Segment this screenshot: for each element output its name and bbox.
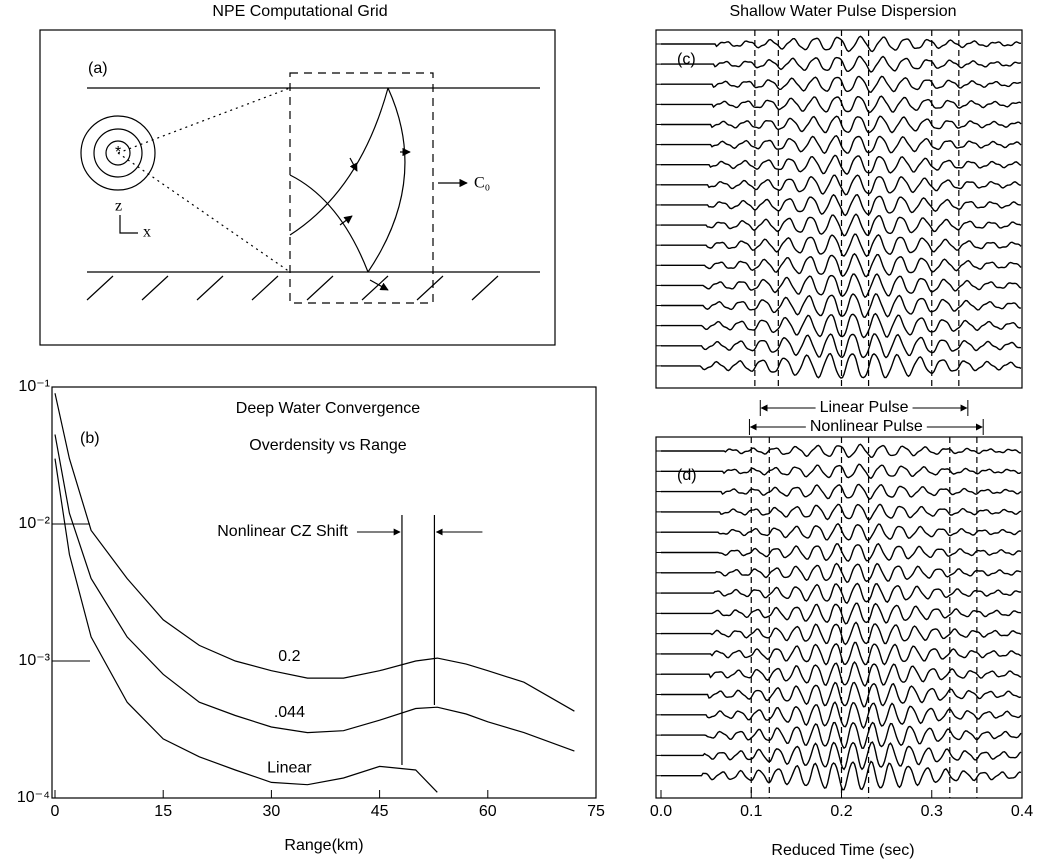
arrow (369, 279, 389, 291)
x-tick-label: 0.2 (830, 803, 852, 820)
y-tick-label: 10⁻¹ (18, 378, 50, 395)
waveform (661, 35, 1022, 53)
arrow (349, 157, 358, 172)
x-tick-label: 0 (51, 803, 60, 820)
chart-title: Shallow Water Pulse Dispersion (729, 3, 956, 20)
source-star: * (115, 144, 121, 161)
panel-label: (a) (88, 60, 108, 77)
grid-window (289, 72, 434, 304)
waveform (661, 443, 1021, 459)
ray (289, 174, 369, 273)
seabed-hatch (86, 275, 499, 301)
wave-speed-label: C₀ (474, 175, 490, 192)
pulse-label: Linear Pulse (820, 399, 909, 416)
x-label: x (143, 224, 151, 241)
x-tick-label: 0.4 (1011, 803, 1033, 820)
y-tick-label: 10⁻³ (18, 652, 50, 669)
waveform (661, 701, 1022, 730)
panel-label: (d) (677, 467, 697, 484)
source-ring (80, 115, 156, 191)
waveform (661, 352, 1022, 379)
x-tick-label: 60 (479, 803, 497, 820)
waveform (661, 193, 1022, 217)
x-tick-label: 0.1 (740, 803, 762, 820)
waveform (661, 641, 1022, 666)
series-label: 0.2 (278, 648, 300, 665)
pulse-label: Nonlinear Pulse (810, 418, 923, 435)
axes-glyph (119, 215, 138, 234)
plot-frame (655, 436, 1023, 799)
waveform (661, 483, 1022, 501)
waveform (661, 463, 1022, 480)
panel-label: (c) (677, 51, 696, 68)
plot-frame (51, 386, 597, 799)
panel-a: * (39, 29, 556, 346)
series-line (54, 434, 575, 752)
x-tick-label: 0.0 (650, 803, 672, 820)
waveform (661, 741, 1022, 771)
waveform (661, 154, 1022, 175)
zoom-line (117, 87, 291, 273)
series-line (54, 458, 438, 793)
x-tick-label: 30 (263, 803, 281, 820)
y-tick-label: 10⁻² (18, 515, 50, 532)
waveform (661, 681, 1022, 708)
waveform (661, 312, 1022, 339)
x-tick-label: 75 (587, 803, 605, 820)
series-label: .044 (274, 704, 305, 721)
series-label: Linear (267, 760, 312, 777)
waveform (661, 621, 1022, 646)
x-axis-label: Reduced Time (sec) (771, 842, 914, 859)
x-axis-label: Range(km) (284, 837, 363, 854)
ray (289, 87, 389, 236)
wavefront (367, 87, 406, 273)
z-label: z (115, 198, 122, 215)
waveform (661, 55, 1022, 73)
chart-subtitle: Overdensity vs Range (249, 437, 407, 454)
chart-title: Deep Water Convergence (236, 400, 420, 417)
panel-a-title: NPE Computational Grid (212, 3, 387, 20)
waveform (661, 333, 1022, 359)
waveform (661, 721, 1022, 750)
source-ring (93, 128, 143, 178)
plot-frame (655, 29, 1023, 389)
x-tick-label: 0.3 (921, 803, 943, 820)
panel-frame (39, 29, 556, 346)
waveform (661, 760, 1022, 791)
y-tick-label: 10⁻⁴ (17, 789, 50, 806)
annotation: Nonlinear CZ Shift (217, 523, 348, 540)
source-ring (105, 140, 131, 166)
series-line (54, 393, 575, 712)
panel-label: (b) (80, 430, 100, 447)
x-tick-label: 15 (154, 803, 172, 820)
arrow (339, 215, 353, 226)
x-tick-label: 45 (371, 803, 389, 820)
waveform (661, 174, 1022, 196)
